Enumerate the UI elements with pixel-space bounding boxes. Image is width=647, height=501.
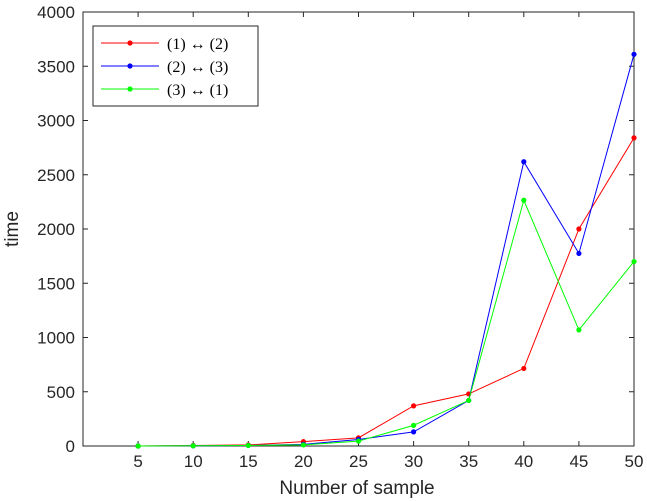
- legend-marker: [127, 40, 133, 46]
- x-axis-label: Number of sample: [279, 478, 434, 499]
- data-point: [521, 197, 527, 203]
- legend-label: (1) ↔ (2): [167, 36, 228, 53]
- y-tick-label: 3500: [37, 57, 75, 76]
- data-point: [631, 51, 637, 57]
- data-point: [631, 258, 637, 265]
- x-tick-label: 25: [349, 452, 368, 471]
- legend-entry: (2) ↔ (3): [101, 59, 228, 76]
- series-3: [135, 197, 637, 449]
- data-point: [576, 327, 582, 333]
- y-tick-label: 500: [47, 383, 75, 402]
- y-tick-label: 3000: [37, 112, 75, 131]
- x-tick-label: 5: [133, 452, 142, 471]
- legend-entry: (3) ↔ (1): [101, 82, 228, 99]
- x-tick-label: 40: [514, 452, 533, 471]
- x-tick-label: 10: [184, 452, 203, 471]
- y-tick-label: 2000: [37, 220, 75, 239]
- data-point: [135, 443, 141, 449]
- x-tick-label: 50: [625, 452, 644, 471]
- legend: (1) ↔ (2) (2) ↔ (3) (3) ↔ (1): [92, 25, 259, 107]
- x-tick-label: 30: [404, 452, 423, 471]
- data-point: [411, 403, 417, 409]
- data-point: [355, 438, 362, 444]
- x-tick-label: 45: [569, 452, 588, 471]
- y-tick-label: 4000: [37, 3, 75, 22]
- data-point: [411, 422, 417, 428]
- legend-marker: [127, 86, 133, 92]
- data-point: [245, 442, 251, 449]
- y-tick-label: 1500: [37, 274, 75, 293]
- data-point: [576, 226, 582, 232]
- legend-marker: [127, 63, 133, 69]
- y-tick-label: 0: [66, 437, 75, 456]
- x-tick-label: 15: [239, 452, 258, 471]
- data-point: [521, 159, 527, 165]
- data-point: [521, 365, 527, 372]
- y-tick-label: 2500: [37, 166, 75, 185]
- y-tick-label: 1000: [37, 329, 75, 348]
- data-point: [631, 135, 637, 141]
- x-tick-label: 20: [294, 452, 313, 471]
- y-axis-label: time: [2, 211, 23, 247]
- series-lines: [135, 51, 637, 449]
- series-line: [138, 198, 635, 447]
- data-point: [411, 429, 417, 435]
- legend-entry: (1) ↔ (2): [101, 36, 228, 53]
- data-point: [190, 443, 196, 449]
- legend-label: (3) ↔ (1): [167, 82, 228, 99]
- legend-label: (2) ↔ (3): [167, 59, 228, 76]
- data-point: [300, 442, 306, 448]
- data-point: [576, 250, 582, 257]
- x-tick-label: 35: [459, 452, 478, 471]
- data-point: [466, 397, 472, 404]
